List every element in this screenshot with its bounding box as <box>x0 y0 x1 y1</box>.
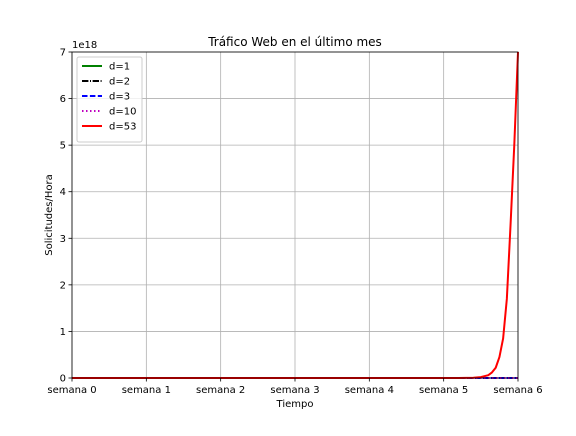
y-tick-label: 2 <box>60 280 66 291</box>
x-tick-label: semana 4 <box>345 385 394 396</box>
legend-label: d=1 <box>109 62 130 73</box>
y-tick-label: 4 <box>60 187 66 198</box>
axis-ticks: semana 0 semana 1 semana 2 semana 3 semana 4… <box>47 48 542 397</box>
legend-label: d=2 <box>109 77 130 88</box>
y-tick-label: 3 <box>60 234 66 245</box>
x-axis-label: Tiempo <box>276 399 314 410</box>
y-tick-label: 7 <box>60 48 66 59</box>
y-tick-label: 0 <box>60 374 66 385</box>
y-axis-scale-label: 1e18 <box>72 40 97 51</box>
legend: d=1 d=2 d=3 d=10 d=53 <box>76 56 143 143</box>
legend-label: d=53 <box>109 122 136 133</box>
x-tick-label: semana 5 <box>419 385 468 396</box>
y-axis-label: Solicitudes/Hora <box>44 174 55 256</box>
grid <box>71 51 519 379</box>
x-tick-label: semana 0 <box>47 385 96 396</box>
legend-label: d=10 <box>109 107 136 118</box>
x-tick-label: semana 1 <box>122 385 171 396</box>
y-tick-label: 6 <box>60 94 66 105</box>
x-tick-label: semana 3 <box>270 385 319 396</box>
y-tick-label: 1 <box>60 327 66 338</box>
chart-title: Tráfico Web en el último mes <box>207 35 382 49</box>
x-tick-label: semana 2 <box>196 385 245 396</box>
y-tick-label: 5 <box>60 141 66 152</box>
x-tick-label: semana 6 <box>493 385 542 396</box>
legend-box <box>76 56 143 143</box>
legend-label: d=3 <box>109 92 130 103</box>
